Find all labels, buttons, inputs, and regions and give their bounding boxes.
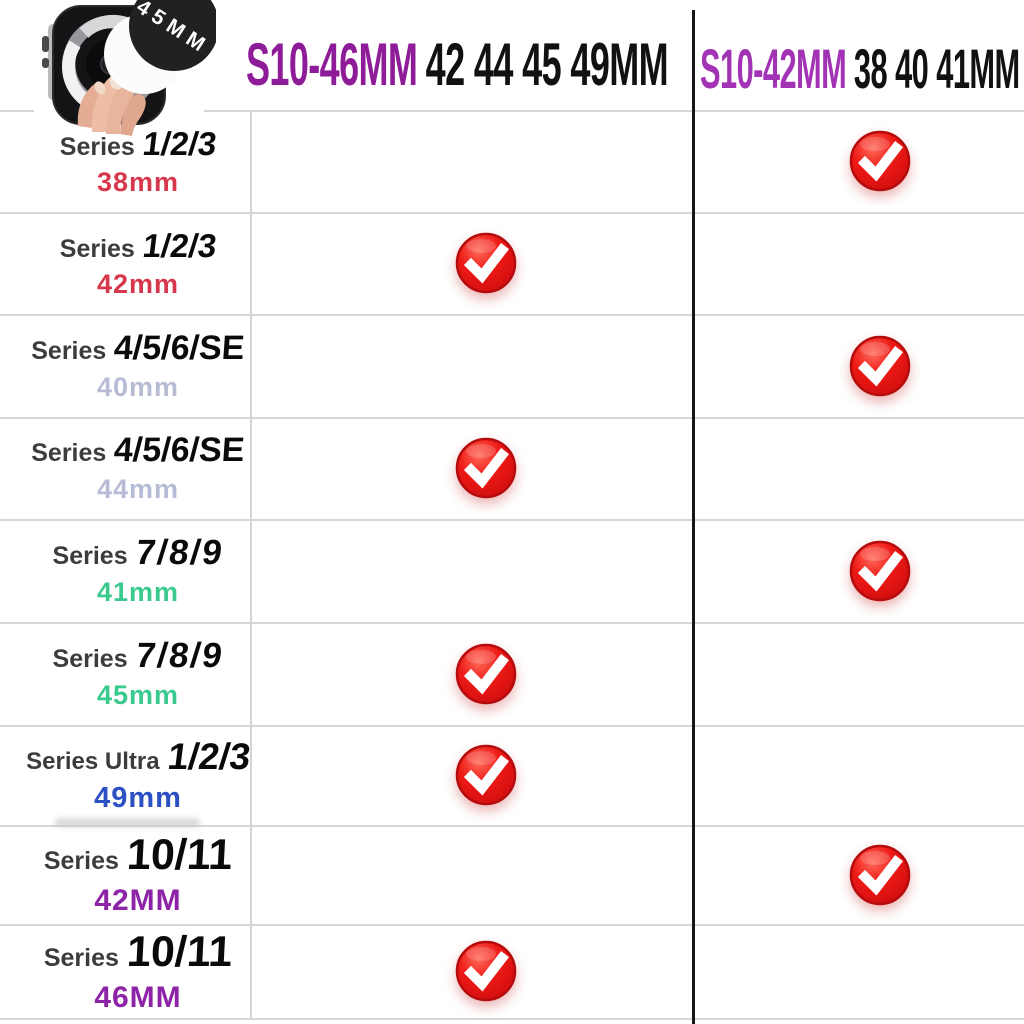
column-divider — [250, 110, 252, 1018]
size-label: 41mm — [96, 577, 180, 607]
cell-46mm-group — [252, 212, 692, 314]
size-label: 42mm — [96, 268, 180, 299]
grid-line — [0, 314, 1024, 316]
row-label: Series 7/8/9 41mm — [0, 519, 250, 622]
series-prefix: Series — [52, 542, 128, 570]
size-label: 40mm — [96, 371, 180, 402]
cell-46mm-group — [252, 622, 692, 725]
hand — [77, 74, 146, 136]
cell-46mm-group — [252, 924, 692, 1018]
row-label: Series 4/5/6/SE 40mm — [0, 314, 250, 417]
check-icon — [848, 843, 912, 907]
cell-42mm-group — [696, 725, 1024, 825]
check-icon — [848, 539, 912, 603]
size-label: 42MM — [94, 884, 182, 917]
size-label: 38mm — [96, 166, 180, 197]
size-badge — [129, 0, 216, 71]
series-numbers: 10/11 — [125, 927, 234, 976]
header-model-46mm: S10-46MM — [246, 31, 418, 98]
check-icon — [454, 231, 518, 295]
cell-42mm-group — [696, 519, 1024, 622]
cell-46mm-group — [252, 417, 692, 519]
column-header-46mm-group: S10-46MM 42 44 45 49MM — [246, 35, 669, 95]
row-label: Series 1/2/3 38mm — [0, 110, 250, 212]
check-icon — [848, 129, 912, 193]
cell-46mm-group — [252, 519, 692, 622]
table-row: Series 4/5/6/SE 44mm — [0, 417, 1024, 519]
size-label: 46MM — [94, 980, 182, 1014]
series-numbers: 1/2/3 — [140, 124, 219, 162]
series-numbers: 1/2/3 — [140, 226, 219, 264]
series-numbers: 7/8/9 — [133, 636, 226, 675]
check-icon — [454, 642, 518, 706]
table-row: Series 7/8/9 41mm — [0, 519, 1024, 622]
series-prefix: Series — [59, 234, 135, 263]
series-numbers: 10/11 — [125, 831, 234, 879]
table-row: Series 1/2/3 38mm — [0, 110, 1024, 212]
watch-button — [42, 58, 49, 68]
table-row: Series 7/8/9 45mm — [0, 622, 1024, 725]
series-prefix: Series Ultra — [26, 747, 160, 775]
series-prefix: Series — [52, 645, 128, 673]
watch-photo: 45MM — [34, 0, 216, 136]
watch-button — [42, 36, 49, 52]
series-prefix: Series — [43, 943, 119, 972]
cell-46mm-group — [252, 825, 692, 924]
grid-line — [0, 417, 1024, 419]
grid-line — [0, 924, 1024, 926]
cell-42mm-group — [696, 212, 1024, 314]
cell-42mm-group — [696, 622, 1024, 725]
cell-42mm-group — [696, 924, 1024, 1018]
grid-line — [0, 110, 1024, 112]
cell-42mm-group — [696, 110, 1024, 212]
check-icon — [454, 939, 518, 1003]
grid-line — [0, 519, 1024, 521]
series-numbers: 4/5/6/SE — [113, 328, 247, 367]
table-row: Series 4/5/6/SE 40mm — [0, 314, 1024, 417]
header-sizes-46mm: 42 44 45 49MM — [425, 31, 669, 98]
row-label: Series Ultra 1/2/3 49mm — [0, 725, 253, 825]
size-label: 49mm — [94, 781, 182, 814]
column-header-42mm-group: S10-42MM 38 40 41MM — [700, 40, 1020, 98]
series-numbers: 7/8/9 — [133, 533, 226, 572]
series-prefix: Series — [59, 132, 135, 161]
series-numbers: 4/5/6/SE — [113, 431, 247, 469]
series-numbers: 1/2/3 — [165, 735, 253, 777]
series-prefix: Series — [31, 336, 107, 365]
check-icon — [848, 334, 912, 398]
series-prefix: Series — [31, 439, 107, 467]
cell-42mm-group — [696, 417, 1024, 519]
size-label: 44mm — [96, 474, 180, 504]
cell-46mm-group — [252, 725, 692, 825]
cell-42mm-group — [696, 825, 1024, 924]
header-sizes-42mm: 38 40 41MM — [853, 37, 1020, 100]
cell-46mm-group — [252, 314, 692, 417]
cell-46mm-group — [252, 110, 692, 212]
table-row: Series 10/11 42MM — [0, 825, 1024, 924]
row-label: Series 10/11 46MM — [0, 924, 250, 1018]
grid-line — [0, 725, 1024, 727]
grid-line — [0, 212, 1024, 214]
table-row: Series 1/2/3 42mm — [0, 212, 1024, 314]
series-prefix: Series — [43, 847, 119, 875]
grid-line — [0, 622, 1024, 624]
ring-highlight — [61, 40, 92, 108]
smudge-artifact — [55, 818, 200, 827]
row-label: Series 1/2/3 42mm — [0, 212, 250, 314]
group-divider — [692, 10, 695, 1024]
cell-42mm-group — [696, 314, 1024, 417]
check-icon — [454, 436, 518, 500]
size-label: 45mm — [96, 680, 180, 710]
header-model-42mm: S10-42MM — [700, 37, 847, 100]
table-row: Series Ultra 1/2/3 49mm — [0, 725, 1024, 825]
grid-line — [0, 825, 1024, 827]
table-row: Series 10/11 46MM — [0, 924, 1024, 1018]
grid-line — [0, 1018, 1024, 1020]
row-label: Series 7/8/9 45mm — [0, 622, 250, 725]
fingernail — [94, 81, 106, 95]
row-label: Series 10/11 42MM — [0, 825, 250, 924]
row-label: Series 4/5/6/SE 44mm — [0, 417, 250, 519]
check-icon — [454, 743, 518, 807]
